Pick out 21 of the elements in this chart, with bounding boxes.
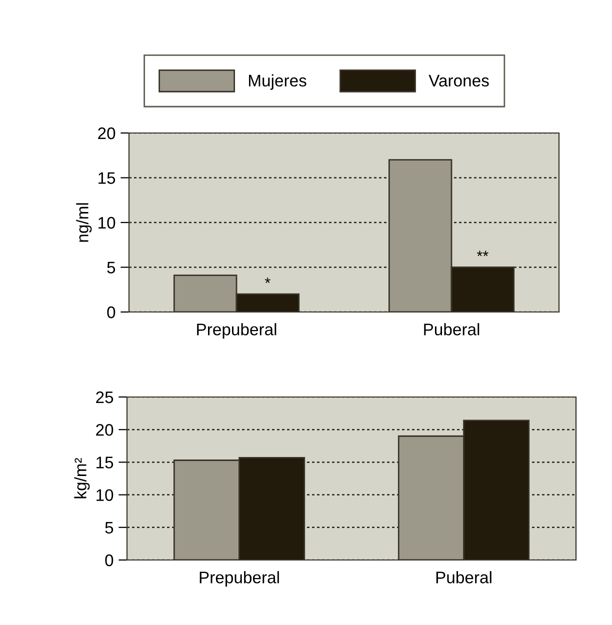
y-tick-label: 5 [107,262,116,274]
y-tick-label: 20 [96,424,114,436]
legend-label: Mujeres [249,74,306,90]
y-axis-title: kg/m² [74,458,90,498]
x-tick-label: Prepuberal [200,571,279,587]
y-tick-label: 20 [98,127,116,140]
y-tick-label: 0 [105,554,114,566]
y-tick-label: 15 [96,456,114,468]
y-tick-label: 10 [96,489,114,502]
y-axis-title: ng/ml [76,203,92,242]
y-tick-label: 10 [98,216,116,229]
x-tick-label: Prepuberal [197,323,276,339]
y-tick-label: 0 [107,306,116,318]
y-tick-label: 5 [105,522,114,534]
legend-label: Varones [428,74,489,87]
x-tick-label: Puberal [436,571,492,584]
x-tick-label: Puberal [424,323,480,336]
annotation: * [264,278,270,284]
y-tick-label: 15 [98,172,116,184]
y-tick-label: 25 [96,391,114,404]
annotation: ** [476,250,488,256]
